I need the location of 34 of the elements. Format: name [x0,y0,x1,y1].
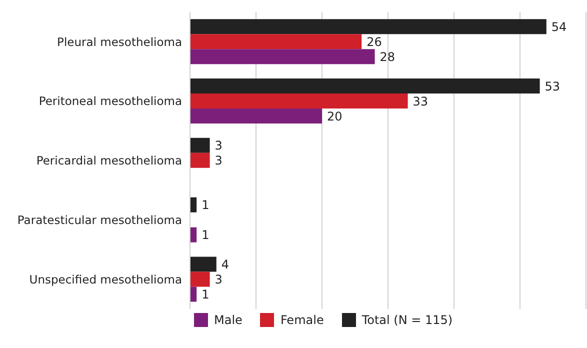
data-label: 1 [202,198,210,212]
data-label: 53 [544,79,560,94]
y-tick-label: Pericardial mesothelioma [36,154,182,168]
bar [190,286,197,302]
bar [190,34,362,50]
bar [190,272,210,287]
legend-label: Female [280,313,324,327]
data-label: 3 [214,272,222,286]
data-label: 28 [380,50,396,64]
bar [190,138,210,153]
bar [190,94,408,109]
bar [190,78,540,94]
y-tick-label: Peritoneal mesothelioma [38,94,182,108]
data-label: 3 [214,138,222,153]
legend-label: Male [214,313,242,327]
bar [190,227,197,242]
bar [190,197,197,212]
bar [190,152,210,168]
y-tick-label: Unspecified mesothelioma [29,272,182,286]
data-label: 3 [214,154,222,168]
data-label: 1 [202,228,210,242]
y-tick-label: Paratesticular mesothelioma [17,212,182,227]
bar [190,256,216,272]
data-label: 4 [221,257,230,272]
data-label: 33 [412,94,428,108]
data-label: 26 [366,34,382,49]
bar [190,49,375,64]
data-label: 1 [202,287,210,302]
legend-label: Total (N = 115) [362,313,453,327]
y-tick-label: Pleural mesothelioma [57,34,182,49]
bar [190,108,322,124]
data-label: 54 [551,20,567,34]
data-label: 20 [327,109,342,124]
bar [190,19,546,34]
